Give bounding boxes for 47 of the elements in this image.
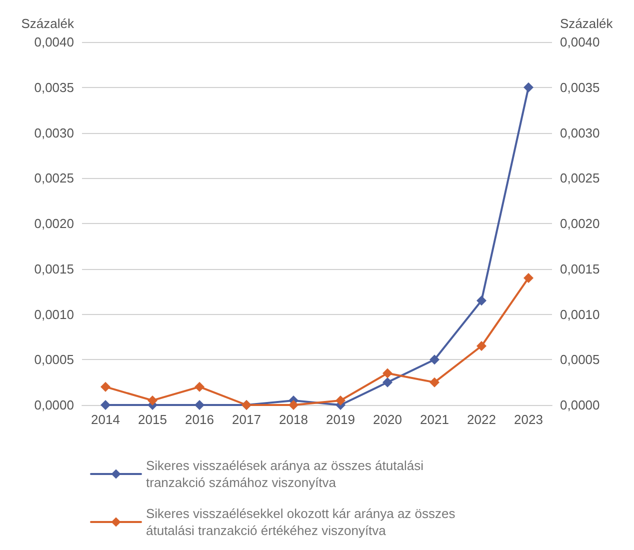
y-tick-label: 0,0030	[34, 125, 74, 140]
y2-tick-label: 0,0015	[560, 261, 600, 276]
x-tick-label: 2019	[326, 412, 355, 427]
point	[336, 395, 346, 406]
x-tick-label: 2021	[420, 412, 449, 427]
x-tick-label: 2023	[514, 412, 543, 427]
x-tick-label: 2017	[232, 412, 261, 427]
y-tick-label: 0,0020	[34, 216, 74, 231]
y2-tick-label: 0,0030	[560, 125, 600, 140]
y-tick-label: 0,0005	[34, 352, 74, 368]
point	[524, 272, 534, 283]
y2-tick-label: 0,0020	[560, 216, 600, 231]
legend-label: Sikeres visszaélésekkel okozott kár aránya az összes átutalási tranzakció értékéhez viszonyítva	[146, 506, 459, 538]
point	[382, 368, 392, 378]
point	[430, 354, 440, 365]
point	[382, 377, 392, 388]
y2-tick-label: 0,0000	[560, 398, 600, 412]
y-tick-label: 0,0025	[34, 170, 74, 186]
point	[194, 400, 204, 410]
y-tick-label: 0,0010	[34, 306, 74, 322]
legend-label: Sikeres visszaélések aránya az összes átutalási tranzakció számához viszonyítva	[146, 458, 428, 490]
point	[288, 400, 298, 410]
y-tick-label: 0,0040	[34, 34, 74, 50]
point	[524, 82, 534, 92]
point	[476, 341, 486, 352]
x-tick-label: 2016	[185, 412, 214, 427]
y2-tick-label: 0,0040	[560, 34, 600, 50]
y2-tick-label: 0,0025	[560, 170, 600, 186]
y2-tick-label: 0,0035	[560, 80, 600, 95]
y2-tick-label: 0,0010	[560, 306, 600, 322]
x-tick-label: 2022	[467, 412, 496, 427]
y-tick-label: 0,0000	[34, 398, 74, 412]
point	[194, 382, 204, 392]
point	[100, 382, 110, 392]
y-tick-label: 0,0035	[34, 80, 74, 95]
point	[100, 400, 110, 410]
x-tick-label: 2015	[138, 412, 167, 427]
y-axis-title: Százalék	[21, 16, 74, 31]
y-tick-label: 0,0015	[34, 261, 74, 276]
y2-axis-title: Százalék	[560, 16, 614, 31]
y2-tick-label: 0,0005	[560, 352, 600, 368]
x-tick-label: 2018	[279, 412, 308, 427]
x-tick-label: 2020	[373, 412, 402, 427]
x-tick-label: 2014	[91, 412, 120, 427]
point	[430, 377, 440, 388]
point	[148, 395, 158, 406]
point	[476, 296, 486, 306]
